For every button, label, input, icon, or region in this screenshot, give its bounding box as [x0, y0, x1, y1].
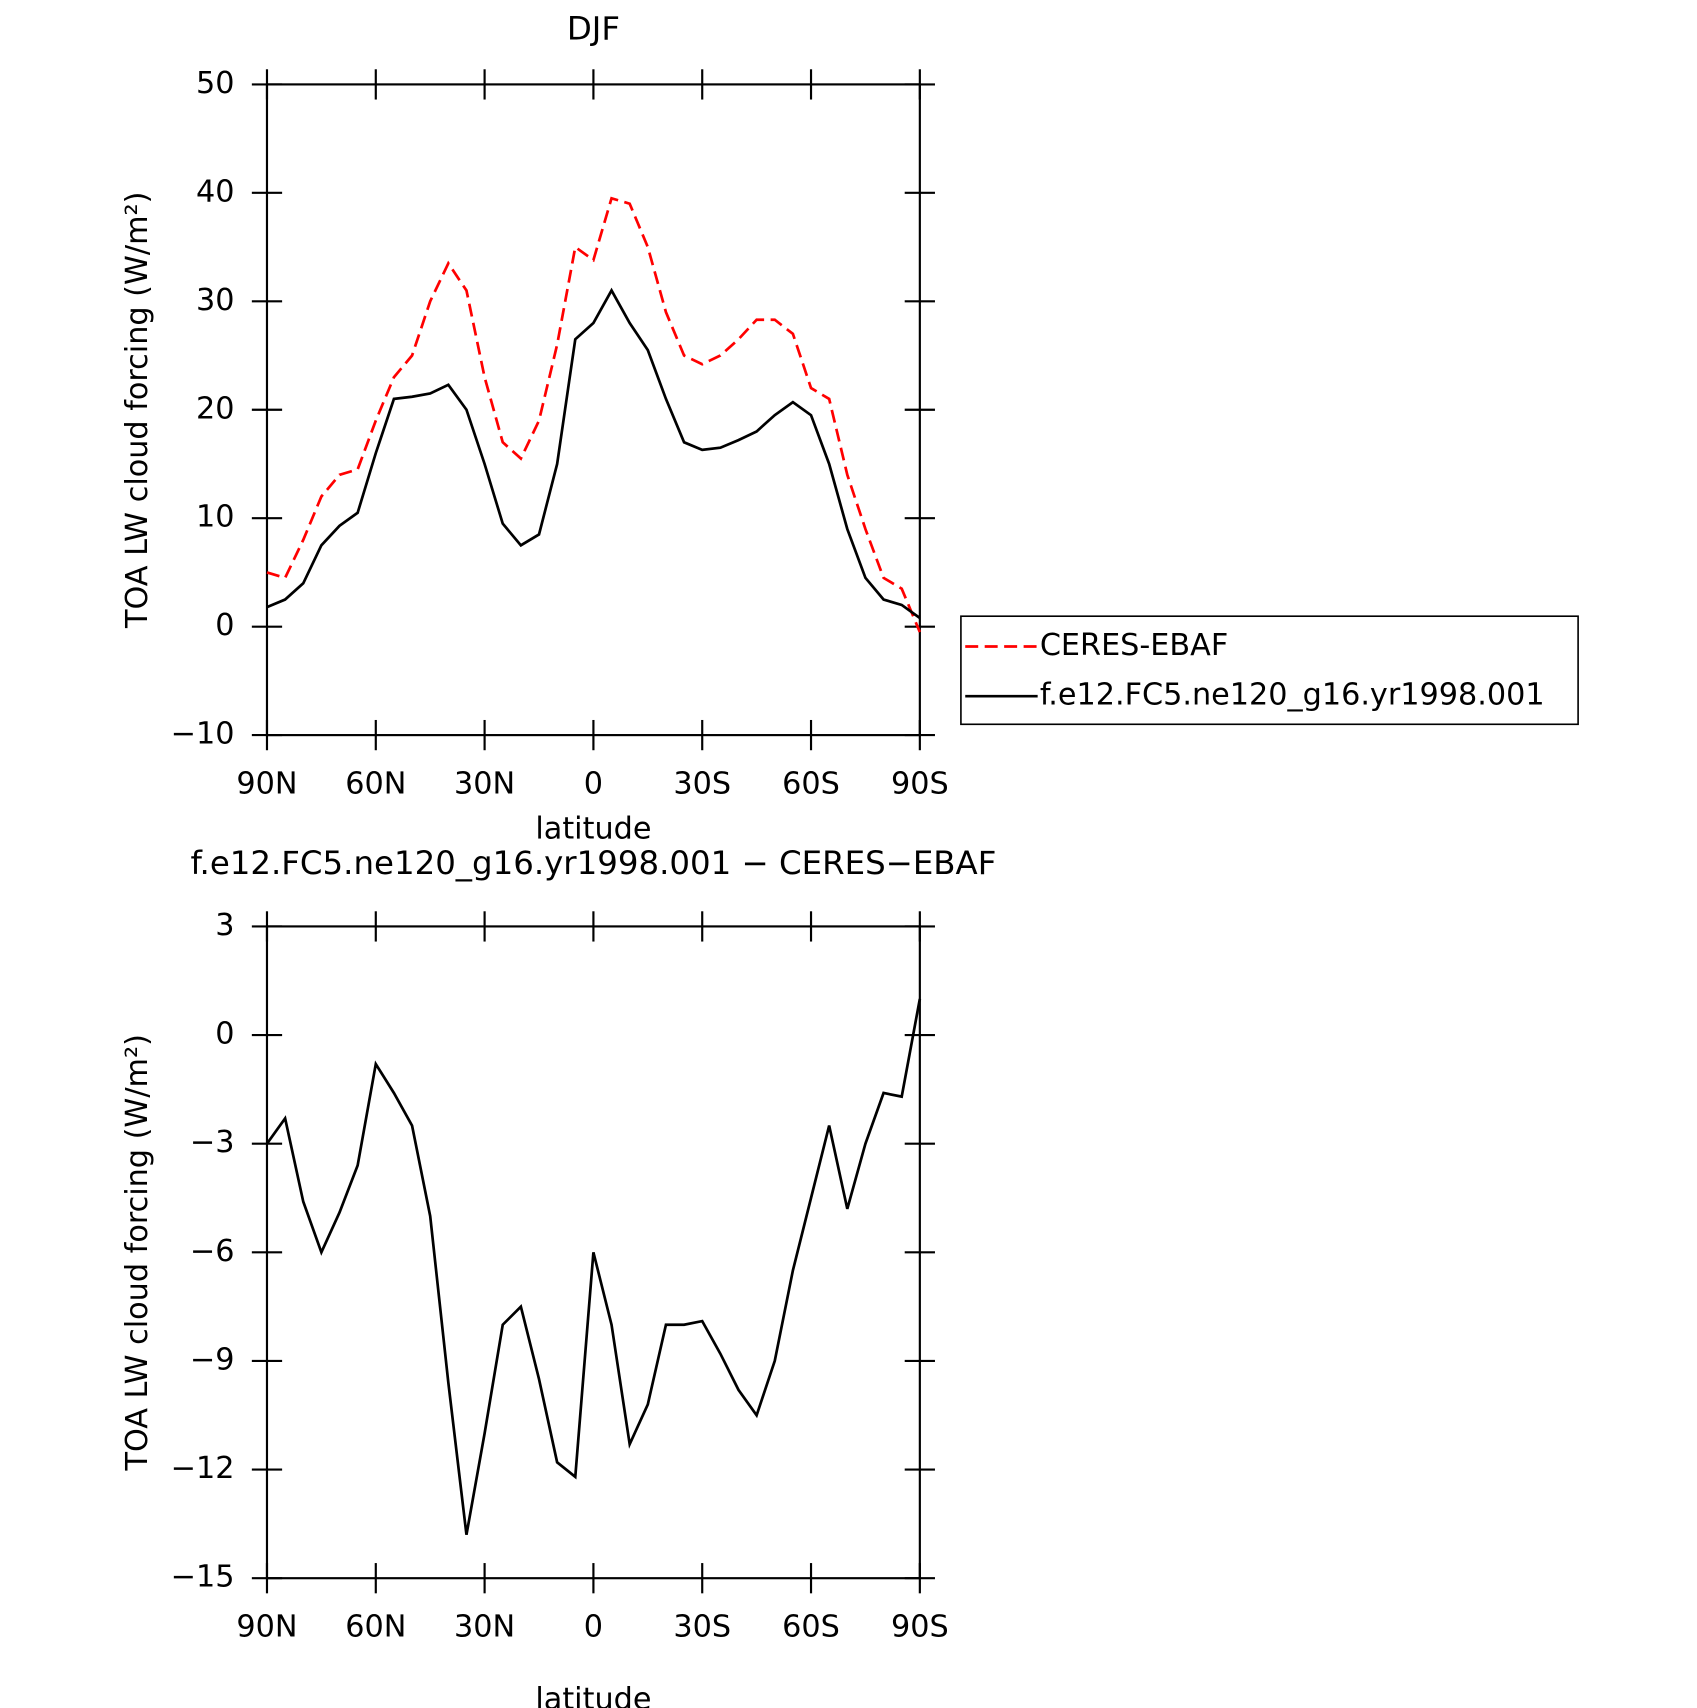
plot-frame: [265, 83, 921, 737]
x-axis-label: latitude: [535, 812, 651, 847]
x-tick-label: 60N: [345, 766, 406, 801]
x-tick-label: 0: [584, 1609, 603, 1644]
x-tick-label: 60S: [782, 1609, 840, 1644]
data-line: [266, 196, 922, 633]
y-tick-label: 3: [215, 908, 234, 943]
y-tick-label: 50: [196, 66, 235, 101]
y-tick-label: 10: [196, 500, 235, 535]
x-tick-label: 90S: [891, 1609, 949, 1644]
x-tick-label: 30S: [673, 766, 731, 801]
legend-box: [960, 615, 1579, 726]
x-axis-label: latitude: [535, 1682, 651, 1708]
chart-title: f.e12.FC5.ne120_g16.yr1998.001 − CERES−E…: [190, 844, 996, 882]
x-tick-label: 90N: [236, 766, 297, 801]
y-tick-label: −12: [171, 1451, 235, 1486]
y-tick-label: −15: [171, 1560, 235, 1595]
y-tick-label: 0: [215, 1017, 234, 1052]
y-tick-label: 0: [215, 608, 234, 643]
y-tick-label: −6: [190, 1234, 235, 1269]
x-tick-label: 90S: [891, 766, 949, 801]
legend-label: CERES-EBAF: [1040, 628, 1228, 663]
y-tick-label: 40: [196, 174, 235, 209]
y-tick-label: 20: [196, 391, 235, 426]
x-tick-label: 30N: [454, 1609, 515, 1644]
x-tick-label: 30S: [673, 1609, 731, 1644]
data-line: [266, 287, 921, 620]
x-tick-label: 0: [584, 766, 603, 801]
y-tick-label: −10: [171, 717, 235, 752]
y-tick-label: −9: [190, 1342, 235, 1377]
data-line: [265, 998, 922, 1535]
y-axis-label: TOA LW cloud forcing (W/m²): [120, 1034, 155, 1471]
legend-label: f.e12.FC5.ne120_g16.yr1998.001: [1040, 678, 1545, 713]
chart-title: DJF: [567, 9, 620, 47]
y-tick-label: 30: [196, 283, 235, 318]
x-tick-label: 30N: [454, 766, 515, 801]
x-tick-label: 90N: [236, 1609, 297, 1644]
y-axis-label: TOA LW cloud forcing (W/m²): [120, 192, 155, 629]
x-tick-label: 60N: [345, 1609, 406, 1644]
y-tick-label: −3: [190, 1125, 235, 1160]
x-tick-label: 60S: [782, 766, 840, 801]
